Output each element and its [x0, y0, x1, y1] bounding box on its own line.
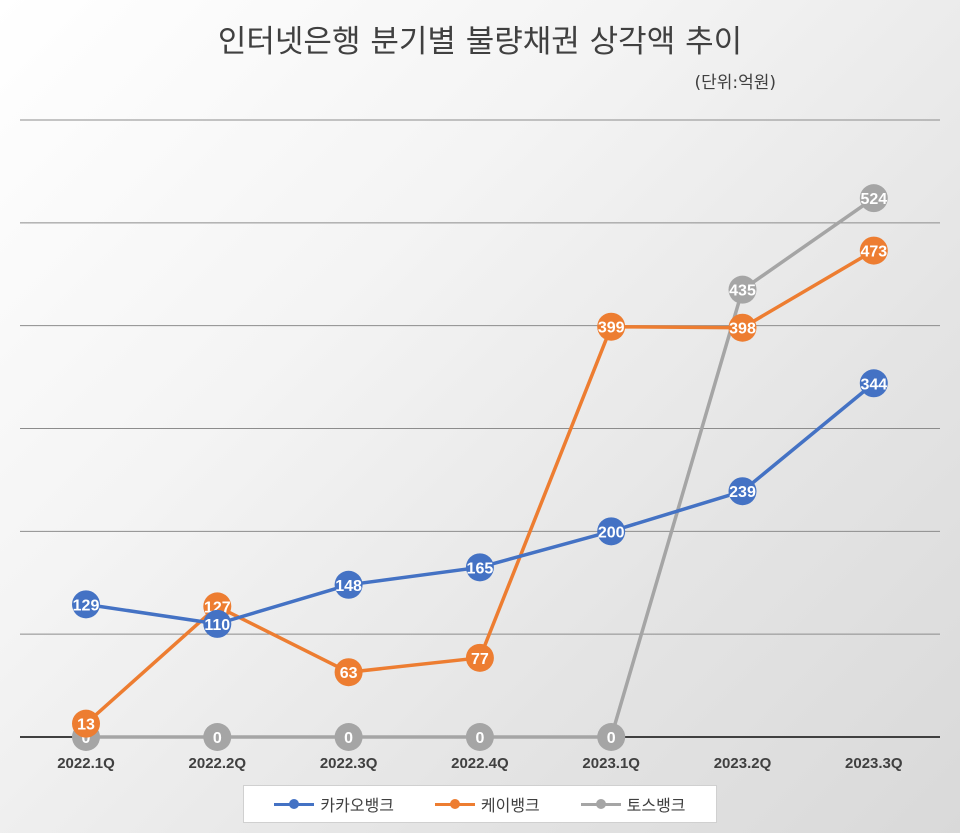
legend-swatch-kakaobank	[274, 797, 315, 811]
data-point	[597, 312, 626, 341]
data-point	[859, 236, 888, 265]
data-label: 200	[598, 524, 625, 541]
unit-label: (단위:억원)	[694, 73, 776, 93]
data-label: 524	[860, 191, 887, 208]
x-tick-labels: 2022.1Q 2022.2Q 2022.3Q 2022.4Q 2023.1Q 2023.…	[57, 755, 903, 772]
chart-title: 인터넷은행 분기별 불량채권 상각액 추이	[218, 24, 742, 60]
data-label: 0	[344, 730, 353, 747]
gridlines	[20, 119, 940, 635]
data-label: 239	[729, 484, 756, 501]
data-label: 344	[860, 376, 887, 393]
legend-label: 카카오뱅크	[320, 796, 395, 815]
series-line	[85, 381, 875, 626]
data-point	[728, 477, 757, 506]
data-label: 0	[607, 730, 616, 747]
data-point	[465, 553, 494, 582]
data-label: 110	[204, 617, 230, 634]
data-point	[203, 609, 232, 638]
data-label: 129	[73, 597, 100, 614]
x-tick-label: 2023.1Q	[582, 755, 640, 772]
data-point	[334, 723, 363, 751]
legend: 카카오뱅크 케이뱅크 토스뱅크	[243, 785, 717, 823]
data-label: 148	[335, 578, 362, 595]
legend-label: 토스뱅크	[626, 796, 686, 815]
data-label: 435	[729, 283, 756, 300]
data-point	[597, 723, 626, 751]
data-point	[597, 517, 626, 546]
x-tick-label: 2023.2Q	[714, 755, 772, 772]
data-label: 0	[82, 730, 91, 747]
data-label: 398	[729, 321, 756, 338]
data-point	[72, 590, 100, 619]
data-point	[465, 723, 494, 751]
x-tick-label: 2022.2Q	[189, 755, 247, 772]
legend-item-tossbank[interactable]: 토스뱅크	[580, 792, 686, 816]
legend-item-kbank[interactable]: 케이뱅크	[434, 792, 540, 816]
x-tick-label: 2022.4Q	[451, 755, 509, 772]
data-point	[334, 570, 363, 599]
x-tick-label: 2023.3Q	[845, 755, 903, 772]
legend-swatch-tossbank	[580, 797, 621, 811]
data-point	[859, 184, 888, 213]
data-label: 165	[467, 560, 494, 577]
data-point	[203, 723, 232, 751]
data-label: 0	[475, 730, 484, 747]
x-tick-label: 2022.1Q	[57, 755, 115, 772]
data-point	[728, 275, 757, 304]
legend-label: 케이뱅크	[480, 796, 540, 815]
x-tick-label: 2022.3Q	[320, 755, 378, 772]
data-label: 13	[77, 717, 95, 734]
data-label: 399	[598, 320, 625, 337]
data-label: 77	[471, 651, 489, 668]
data-label: 0	[213, 730, 222, 747]
legend-item-kakaobank[interactable]: 카카오뱅크	[274, 792, 394, 816]
data-label: 63	[340, 665, 358, 682]
data-label: 473	[860, 244, 887, 261]
legend-swatch-kbank	[434, 797, 475, 811]
data-point	[859, 369, 888, 398]
data-point	[334, 658, 363, 687]
data-point	[728, 313, 757, 342]
data-point	[72, 709, 100, 738]
data-point	[465, 643, 494, 672]
